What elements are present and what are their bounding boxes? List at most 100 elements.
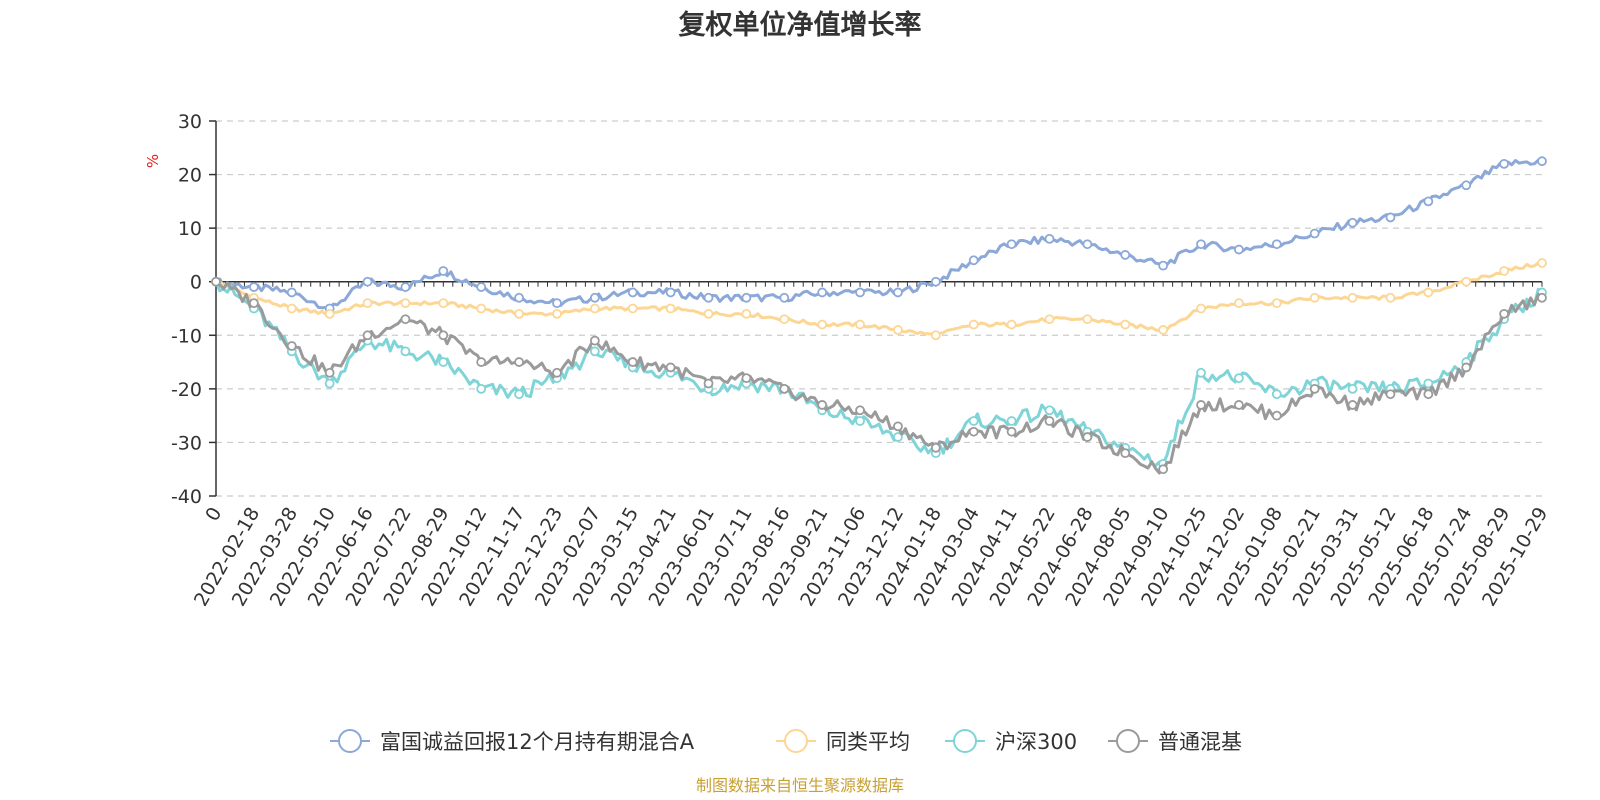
data-point bbox=[703, 292, 714, 303]
data-point bbox=[1499, 266, 1510, 276]
data-point bbox=[248, 298, 259, 309]
series-line bbox=[215, 261, 1542, 337]
data-point bbox=[1158, 464, 1169, 475]
data-point bbox=[400, 298, 411, 309]
data-point bbox=[286, 303, 297, 314]
data-point bbox=[552, 308, 562, 319]
data-point bbox=[286, 341, 297, 351]
data-point bbox=[1271, 389, 1282, 400]
data-point bbox=[930, 276, 941, 287]
data-point bbox=[1537, 258, 1547, 268]
legend-label: 同类平均 bbox=[826, 730, 910, 754]
data-point bbox=[1006, 426, 1017, 437]
data-point bbox=[286, 287, 297, 298]
data-point bbox=[248, 282, 259, 292]
data-point bbox=[1423, 378, 1434, 389]
data-point bbox=[1196, 367, 1206, 378]
data-point bbox=[1461, 362, 1472, 373]
data-point bbox=[817, 400, 828, 410]
data-point bbox=[438, 266, 449, 276]
data-point bbox=[627, 303, 638, 314]
data-point bbox=[552, 298, 562, 309]
y-tick-label: 0 bbox=[190, 272, 202, 294]
data-point bbox=[779, 383, 790, 394]
y-tick-label: -10 bbox=[171, 325, 202, 347]
data-point bbox=[1385, 212, 1396, 223]
legend-marker bbox=[338, 729, 362, 753]
data-point bbox=[1158, 260, 1169, 271]
x-tick-label: 0 bbox=[201, 504, 226, 525]
data-point bbox=[1537, 156, 1547, 167]
data-point bbox=[1120, 448, 1131, 459]
legend-label: 普通混基 bbox=[1158, 730, 1242, 754]
data-point bbox=[324, 308, 335, 319]
data-point bbox=[589, 292, 600, 303]
data-point bbox=[1271, 298, 1282, 309]
data-point bbox=[741, 373, 752, 384]
data-point bbox=[968, 319, 979, 330]
source-note: 制图数据来自恒生聚源数据库 bbox=[696, 776, 904, 795]
data-point bbox=[1158, 325, 1169, 335]
data-point bbox=[893, 287, 903, 298]
data-point bbox=[514, 308, 524, 319]
data-point bbox=[589, 335, 600, 346]
data-point bbox=[1347, 383, 1358, 394]
legend: 富国诚益回报12个月持有期混合A 同类平均 沪深300 普通混基 bbox=[330, 729, 1242, 754]
data-point bbox=[1234, 373, 1244, 384]
grid bbox=[216, 120, 1542, 497]
data-point bbox=[476, 282, 487, 292]
data-point bbox=[968, 426, 979, 437]
data-point bbox=[1385, 389, 1396, 400]
data-point bbox=[514, 357, 524, 367]
data-point bbox=[893, 421, 903, 432]
y-tick-label: -40 bbox=[171, 486, 202, 508]
data-point bbox=[476, 383, 487, 394]
data-point bbox=[665, 303, 676, 314]
data-point bbox=[930, 330, 941, 341]
data-point bbox=[1347, 400, 1358, 410]
data-point bbox=[930, 442, 941, 453]
data-point bbox=[1423, 196, 1434, 207]
series-line bbox=[215, 158, 1543, 310]
data-point bbox=[1423, 287, 1434, 298]
data-point bbox=[1309, 228, 1320, 239]
data-point bbox=[589, 303, 600, 314]
data-point bbox=[1082, 239, 1093, 250]
y-tick-label: 20 bbox=[178, 165, 202, 187]
data-point bbox=[324, 367, 335, 378]
data-point bbox=[1347, 292, 1358, 303]
data-point bbox=[1423, 389, 1434, 400]
legend-marker bbox=[1116, 729, 1140, 753]
data-point bbox=[893, 432, 903, 442]
data-point bbox=[817, 287, 828, 298]
y-tick-label: -30 bbox=[171, 432, 202, 454]
data-point bbox=[665, 362, 676, 373]
chart-title: 复权单位净值增长率 bbox=[679, 9, 922, 41]
data-point bbox=[1044, 405, 1055, 416]
data-point bbox=[1006, 416, 1017, 426]
data-point bbox=[400, 282, 411, 292]
data-point bbox=[627, 287, 638, 298]
data-point bbox=[893, 325, 903, 335]
data-point bbox=[779, 314, 790, 325]
legend-marker bbox=[953, 729, 977, 753]
x-axis: 02022-02-182022-03-282022-05-102022-06-1… bbox=[190, 280, 1552, 610]
data-point bbox=[968, 255, 979, 266]
data-point bbox=[324, 378, 335, 389]
data-point bbox=[1120, 319, 1131, 330]
data-point bbox=[362, 298, 373, 309]
data-point bbox=[400, 346, 411, 357]
data-point bbox=[1234, 244, 1244, 255]
data-point bbox=[817, 319, 828, 330]
data-point bbox=[1499, 308, 1510, 319]
data-point bbox=[476, 303, 487, 314]
data-point bbox=[703, 308, 714, 319]
data-point bbox=[1082, 314, 1093, 325]
data-point bbox=[1271, 410, 1282, 421]
data-point bbox=[552, 367, 562, 378]
data-point bbox=[855, 287, 865, 298]
data-point bbox=[703, 378, 714, 389]
data-point bbox=[438, 330, 449, 341]
data-point bbox=[438, 298, 449, 309]
